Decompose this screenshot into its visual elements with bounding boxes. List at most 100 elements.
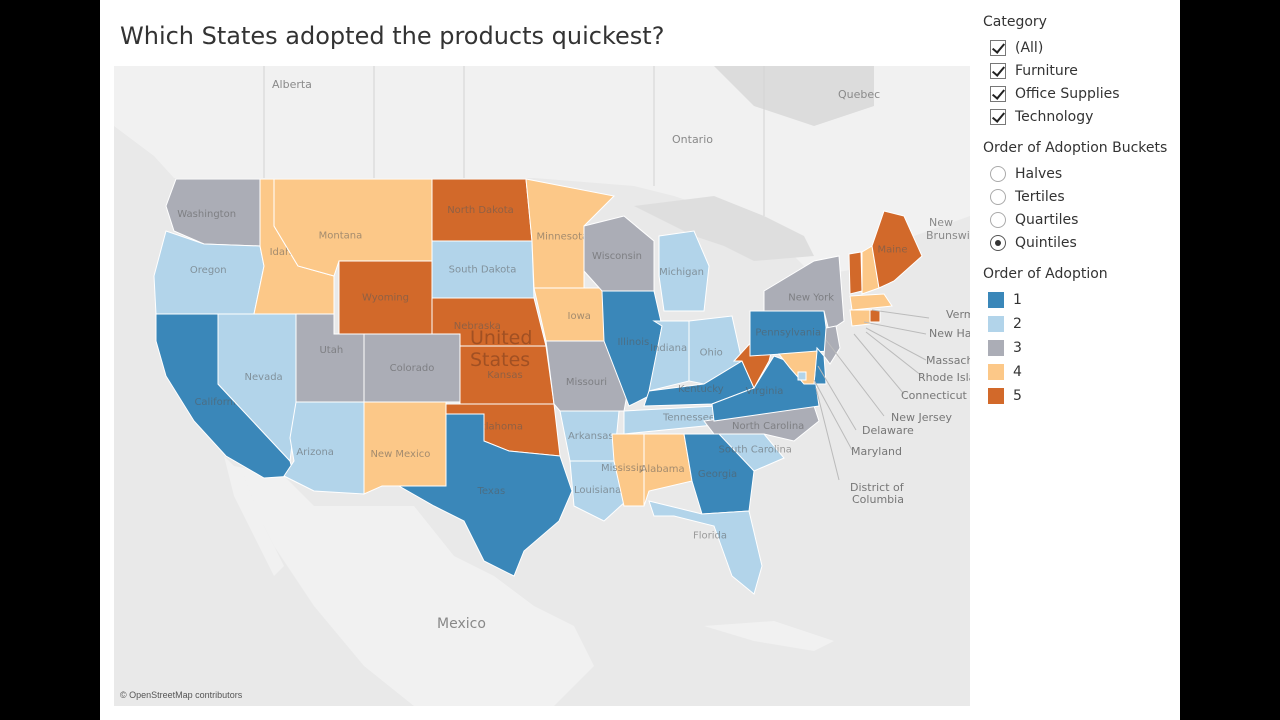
state-new-jersey[interactable] bbox=[823, 325, 841, 365]
state-texas[interactable] bbox=[397, 413, 573, 577]
state-label: Oregon bbox=[190, 265, 227, 276]
state-label: North Carolina bbox=[732, 421, 804, 432]
bucket-option-label: Halves bbox=[1015, 165, 1063, 182]
legend-item[interactable]: 2 bbox=[983, 312, 1178, 336]
legend-item-label: 3 bbox=[1013, 340, 1022, 356]
state-florida[interactable] bbox=[648, 500, 763, 595]
category-options: (All) Furniture Office Supplies Technology bbox=[983, 36, 1178, 128]
legend-item[interactable]: 4 bbox=[983, 360, 1178, 384]
category-option-label: Technology bbox=[1015, 108, 1094, 125]
state-label: Arkansas bbox=[568, 431, 614, 442]
state-alabama[interactable] bbox=[643, 433, 693, 507]
canada-land bbox=[114, 66, 970, 276]
state-district-of-columbia[interactable] bbox=[797, 371, 807, 381]
state-label: Michigan bbox=[659, 267, 704, 278]
label-united-states: United States bbox=[470, 327, 538, 371]
state-label: Tennessee bbox=[662, 413, 715, 424]
category-option-label: (All) bbox=[1015, 39, 1044, 56]
state-label: Missouri bbox=[566, 377, 607, 388]
state-label: Kansas bbox=[487, 370, 522, 381]
category-option[interactable]: Furniture bbox=[983, 59, 1178, 82]
bucket-option[interactable]: Quartiles bbox=[983, 208, 1178, 231]
checkbox-icon[interactable] bbox=[990, 62, 1006, 79]
great-lakes bbox=[634, 196, 814, 261]
state-michigan[interactable] bbox=[658, 230, 710, 312]
state-label: Illinois bbox=[617, 337, 649, 348]
state-label: Montana bbox=[319, 230, 363, 241]
callout-dc-line1: District of bbox=[850, 481, 905, 494]
buckets-filter-title: Order of Adoption Buckets bbox=[983, 140, 1168, 156]
state-label: Pennsylvania bbox=[755, 327, 821, 338]
category-option-label: Furniture bbox=[1015, 62, 1078, 79]
label-mexico: Mexico bbox=[437, 616, 486, 632]
state-label: New Mexico bbox=[370, 449, 430, 460]
bucket-option-label: Tertiles bbox=[1015, 188, 1065, 205]
label-new-brunswick-line2: Brunswick bbox=[926, 229, 970, 242]
adoption-legend: Order of Adoption 1 2 3 4 5 bbox=[983, 266, 1178, 408]
states-layer[interactable]: Washington Oregon California Nevada Idaho Mon… bbox=[153, 178, 923, 595]
radio-icon[interactable] bbox=[990, 211, 1006, 228]
legend-item[interactable]: 3 bbox=[983, 336, 1178, 360]
state-label: Utah bbox=[319, 345, 343, 356]
state-massachusetts[interactable] bbox=[849, 293, 893, 311]
state-new-mexico[interactable] bbox=[363, 401, 447, 495]
state-label: Florida bbox=[693, 531, 727, 542]
callout-vermont: Verm bbox=[946, 308, 970, 321]
state-maine[interactable] bbox=[871, 210, 923, 289]
state-label: Virginia bbox=[746, 386, 784, 397]
state-indiana[interactable] bbox=[648, 320, 690, 392]
state-connecticut[interactable] bbox=[849, 309, 871, 327]
callout-dc-line2: Columbia bbox=[852, 493, 904, 506]
radio-icon[interactable] bbox=[990, 188, 1006, 205]
mexico-land bbox=[234, 466, 594, 706]
label-united-states-line2: States bbox=[470, 349, 530, 371]
baja-peninsula bbox=[224, 456, 284, 576]
bucket-options: Halves Tertiles Quartiles Quintiles bbox=[983, 162, 1178, 254]
checkbox-icon[interactable] bbox=[990, 85, 1006, 102]
state-label: North Dakota bbox=[447, 205, 514, 216]
state-label: South Dakota bbox=[449, 265, 517, 276]
checkbox-icon[interactable] bbox=[990, 39, 1006, 56]
state-vermont[interactable] bbox=[848, 251, 863, 295]
category-option[interactable]: Technology bbox=[983, 105, 1178, 128]
category-filter: Category (All) Furniture Office Supplies Te… bbox=[983, 14, 1178, 128]
category-option[interactable]: (All) bbox=[983, 36, 1178, 59]
map-canvas[interactable]: Washington Oregon California Nevada Idaho Mon… bbox=[114, 66, 970, 706]
cuba-land bbox=[704, 621, 834, 651]
category-option-label: Office Supplies bbox=[1015, 85, 1120, 102]
legend-swatch bbox=[988, 292, 1004, 308]
state-label: Wisconsin bbox=[592, 251, 642, 262]
legend-item[interactable]: 5 bbox=[983, 384, 1178, 408]
bucket-option-label: Quartiles bbox=[1015, 211, 1079, 228]
state-label: Maine bbox=[877, 245, 907, 256]
bucket-option[interactable]: Tertiles bbox=[983, 185, 1178, 208]
state-rhode-island[interactable] bbox=[869, 309, 881, 323]
callout-connecticut: Connecticut bbox=[901, 389, 968, 402]
bucket-option[interactable]: Halves bbox=[983, 162, 1178, 185]
callout-rhode-island: Rhode Isla bbox=[918, 371, 970, 384]
legend-swatch bbox=[988, 388, 1004, 404]
state-label: Iowa bbox=[568, 311, 591, 322]
label-alberta: Alberta bbox=[272, 78, 312, 91]
state-maryland[interactable] bbox=[778, 350, 818, 385]
category-option[interactable]: Office Supplies bbox=[983, 82, 1178, 105]
callout-new-hampshire: New Har bbox=[929, 327, 970, 340]
legend-item[interactable]: 1 bbox=[983, 288, 1178, 312]
callout-delaware: Delaware bbox=[862, 424, 914, 437]
buckets-filter: Order of Adoption Buckets Halves Tertiles… bbox=[983, 140, 1178, 254]
callout-lines bbox=[813, 309, 930, 481]
radio-icon[interactable] bbox=[990, 234, 1006, 251]
label-new-brunswick-line1: New bbox=[929, 216, 953, 229]
legend-title: Order of Adoption bbox=[983, 266, 1108, 282]
state-mississippi[interactable] bbox=[611, 433, 645, 507]
choropleth-map[interactable]: Washington Oregon California Nevada Idaho Mon… bbox=[114, 66, 970, 706]
state-louisiana[interactable] bbox=[569, 460, 627, 522]
category-filter-title: Category bbox=[983, 14, 1047, 30]
radio-icon[interactable] bbox=[990, 165, 1006, 182]
label-new-brunswick: New Brunswick bbox=[926, 216, 970, 242]
map-attribution[interactable]: © OpenStreetMap contributors bbox=[120, 690, 243, 700]
bucket-option[interactable]: Quintiles bbox=[983, 231, 1178, 254]
checkbox-icon[interactable] bbox=[990, 108, 1006, 125]
state-label: Indiana bbox=[650, 343, 687, 354]
state-label: Wyoming bbox=[362, 293, 409, 304]
